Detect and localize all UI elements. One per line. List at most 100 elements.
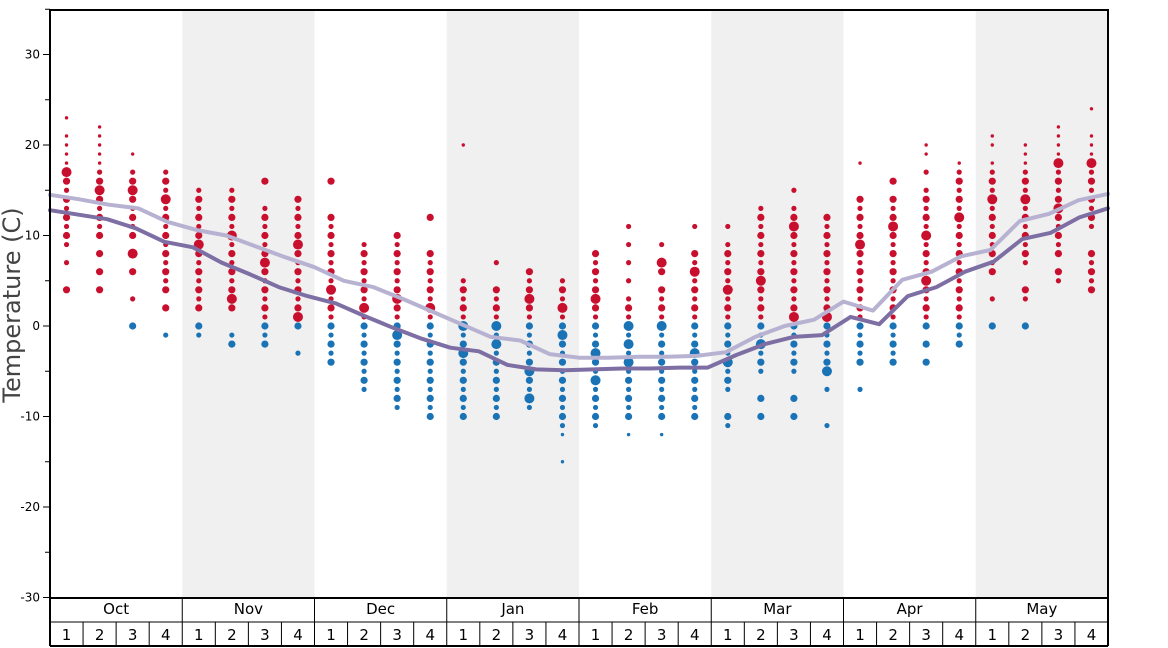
temperature-dot xyxy=(524,293,535,304)
temperature-dot xyxy=(96,223,103,230)
temperature-dot xyxy=(757,250,765,258)
temperature-dot xyxy=(791,241,797,248)
week-label: 2 xyxy=(492,626,502,644)
temperature-dot xyxy=(1054,195,1063,203)
temperature-dot xyxy=(890,241,896,248)
temperature-dot xyxy=(955,231,963,240)
temperature-dot xyxy=(592,314,599,320)
temperature-dot xyxy=(427,260,433,266)
temperature-dot xyxy=(692,386,698,392)
temperature-dot xyxy=(956,169,962,175)
temperature-dot xyxy=(988,177,996,185)
temperature-dot xyxy=(791,260,797,266)
temperature-dot xyxy=(393,394,401,402)
temperature-dot xyxy=(493,260,499,266)
temperature-dot xyxy=(989,187,995,193)
temperature-dot xyxy=(460,296,466,302)
temperature-dot xyxy=(491,339,502,350)
temperature-dot xyxy=(196,223,202,230)
temperature-dot xyxy=(196,260,202,266)
temperature-dot xyxy=(757,394,765,402)
temperature-dot xyxy=(97,152,102,156)
temperature-dot xyxy=(195,286,203,294)
temperature-dot xyxy=(95,286,104,294)
temperature-dot xyxy=(558,376,567,384)
temperature-dot xyxy=(856,286,864,294)
temperature-dot xyxy=(62,177,71,185)
temperature-dot xyxy=(592,278,599,284)
y-tick-label: 0 xyxy=(32,319,40,333)
temperature-dot xyxy=(625,404,632,411)
temperature-dot xyxy=(1056,152,1061,156)
light-average-line xyxy=(48,191,1110,360)
temperature-dot xyxy=(1022,205,1028,211)
temperature-dot xyxy=(160,194,171,205)
week-label: 4 xyxy=(954,626,964,644)
temperature-dot xyxy=(824,223,830,230)
temperature-dot xyxy=(427,332,433,338)
temperature-dot xyxy=(163,278,169,284)
temperature-dot xyxy=(922,250,930,258)
temperature-dot xyxy=(162,231,170,240)
temperature-dot xyxy=(924,143,928,147)
month-label: Feb xyxy=(632,600,659,618)
temperature-dot xyxy=(328,314,334,320)
temperature-dot xyxy=(658,286,666,294)
temperature-dot xyxy=(923,260,929,266)
temperature-dot xyxy=(856,195,864,203)
temperature-dot xyxy=(656,321,667,331)
temperature-dot xyxy=(1089,134,1094,138)
temperature-dot xyxy=(394,368,400,374)
temperature-dot xyxy=(791,350,797,356)
temperature-dot xyxy=(294,213,302,221)
temperature-dot xyxy=(788,311,799,322)
temperature-dot xyxy=(261,231,269,240)
temperature-dot xyxy=(923,241,929,248)
temperature-dot xyxy=(64,161,69,165)
temperature-dot xyxy=(890,260,896,266)
temperature-dot xyxy=(955,177,963,185)
temperature-dot xyxy=(922,358,930,366)
temperature-dot xyxy=(196,205,202,211)
temperature-dot xyxy=(955,340,963,348)
temperature-dot xyxy=(558,286,567,294)
temperature-dot xyxy=(790,213,798,221)
temperature-dot xyxy=(791,187,797,193)
temperature-dot xyxy=(361,260,367,266)
temperature-dot xyxy=(1087,177,1096,185)
temperature-dot xyxy=(1054,268,1063,276)
week-label: 1 xyxy=(194,626,204,644)
temperature-dot xyxy=(724,376,732,384)
temperature-dot xyxy=(691,358,699,366)
temperature-dot xyxy=(426,412,434,421)
average-lines xyxy=(48,191,1110,373)
month-band-jan xyxy=(446,10,579,598)
temperature-dot xyxy=(328,350,334,356)
temperature-dot xyxy=(326,284,337,295)
temperature-dot xyxy=(691,322,699,330)
temperature-dot xyxy=(724,412,732,421)
temperature-dot xyxy=(558,394,567,402)
temperature-dot xyxy=(459,304,467,312)
temperature-dot xyxy=(427,296,433,302)
temperature-dot xyxy=(889,195,897,203)
temperature-dot xyxy=(525,304,534,312)
temperature-dot xyxy=(394,260,400,266)
temperature-dot xyxy=(262,205,268,211)
temperature-dot xyxy=(559,404,566,411)
temperature-dot xyxy=(692,278,698,284)
temperature-dot xyxy=(228,268,236,276)
temperature-dot xyxy=(560,432,565,437)
temperature-dot xyxy=(659,314,665,320)
temperature-dot xyxy=(624,412,633,421)
temperature-dot xyxy=(890,296,896,302)
temperature-dot xyxy=(492,286,500,294)
temperature-dot xyxy=(692,260,698,266)
temperature-dot xyxy=(659,332,665,338)
temperature-dot xyxy=(427,350,433,356)
temperature-dot xyxy=(824,260,830,266)
temperature-dot xyxy=(591,358,600,366)
temperature-dot xyxy=(1022,187,1028,193)
temperature-dot xyxy=(890,332,896,338)
temperature-dot xyxy=(294,231,302,240)
